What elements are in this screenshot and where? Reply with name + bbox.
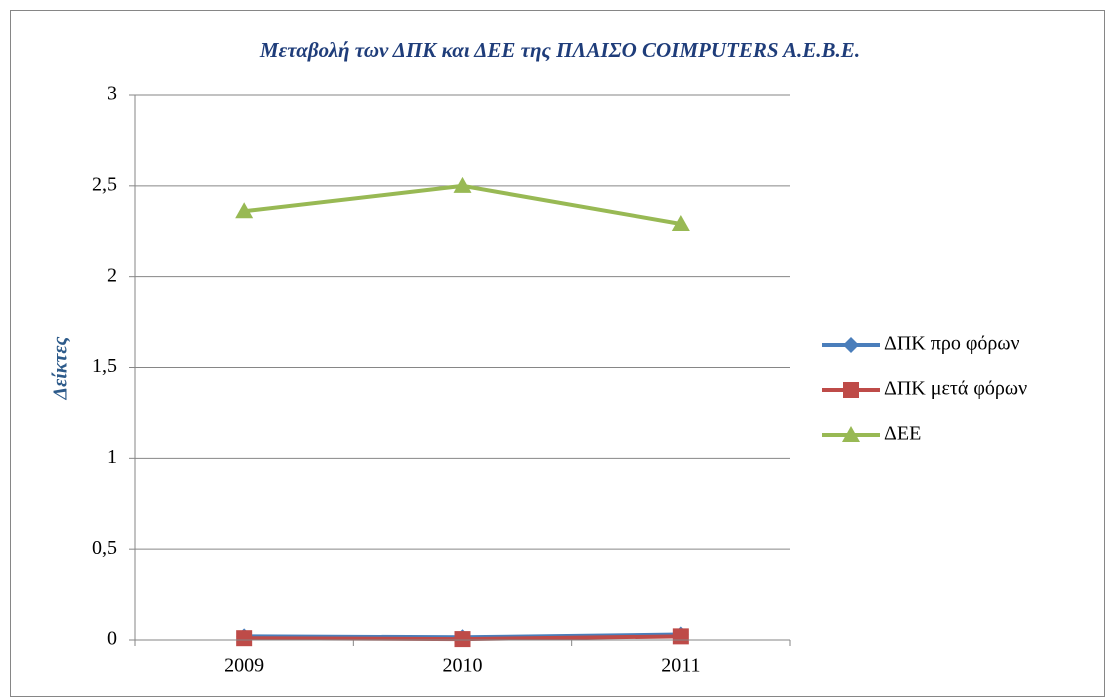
legend-marker <box>843 382 859 398</box>
x-tick-label: 2011 <box>661 655 700 677</box>
y-tick-label: 3 <box>107 83 117 105</box>
triangle-marker <box>453 176 472 193</box>
y-tick-label: 1 <box>107 446 117 468</box>
square-marker <box>454 631 471 648</box>
square-marker <box>236 630 253 647</box>
legend-label: ΔΠΚ προ φόρων <box>884 333 1020 355</box>
x-tick-label: 2010 <box>443 655 483 677</box>
y-axis-title: Δείκτες <box>50 336 72 400</box>
square-marker <box>672 628 689 645</box>
y-tick-label: 0,5 <box>92 537 117 559</box>
y-tick-label: 2,5 <box>92 173 117 195</box>
triangle-marker <box>671 214 690 231</box>
x-tick-label: 2009 <box>224 655 264 677</box>
legend-label: ΔΕΕ <box>884 423 921 445</box>
legend-marker <box>842 426 860 442</box>
legend-label: ΔΠΚ μετά φόρων <box>884 378 1027 400</box>
y-tick-label: 0 <box>107 628 117 650</box>
legend-marker <box>843 337 859 353</box>
y-tick-label: 1,5 <box>92 355 117 377</box>
y-tick-label: 2 <box>107 264 117 286</box>
chart-frame <box>10 10 1105 697</box>
triangle-marker <box>235 202 254 219</box>
chart-title: Μεταβολή των ΔΠΚ και ΔΕΕ της ΠΛΑΙΣΟ COIM… <box>259 38 860 62</box>
